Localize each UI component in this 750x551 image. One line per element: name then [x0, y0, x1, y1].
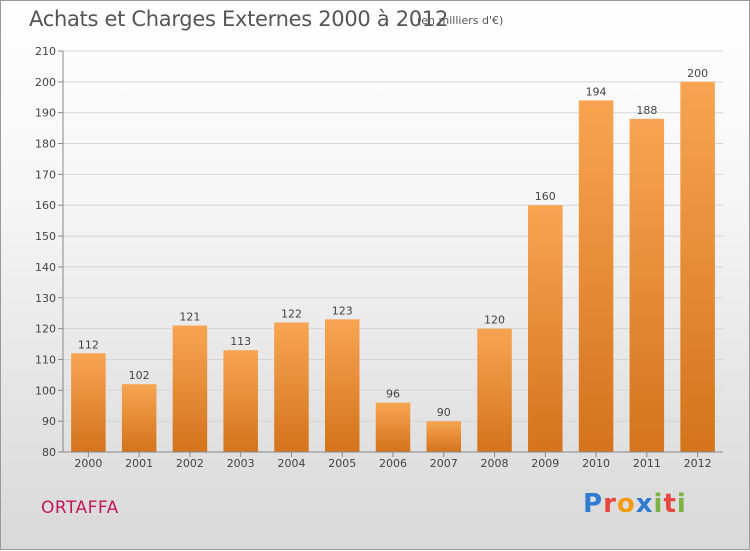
bar	[375, 402, 411, 452]
y-tick-label: 90	[42, 415, 56, 428]
data-label: 112	[78, 338, 99, 351]
bar	[121, 384, 157, 452]
x-tick-label: 2012	[684, 457, 712, 470]
y-tick-label: 170	[35, 168, 56, 181]
axes: 8090100110120130140150160170180190200210…	[35, 45, 723, 470]
x-tick-label: 2011	[633, 457, 661, 470]
x-tick-label: 2000	[74, 457, 102, 470]
chart-unit: (en milliers d'€)	[417, 14, 504, 27]
data-label: 96	[386, 388, 400, 401]
y-tick-label: 150	[35, 230, 56, 243]
y-tick-label: 200	[35, 76, 56, 89]
x-tick-label: 2009	[531, 457, 559, 470]
logo-letter: o	[616, 489, 636, 519]
y-tick-label: 80	[42, 446, 56, 459]
logo-letter: x	[635, 489, 654, 519]
bar	[71, 353, 106, 452]
y-tick-label: 190	[35, 107, 56, 120]
data-label: 102	[129, 369, 150, 382]
x-tick-label: 2002	[176, 457, 204, 470]
logo-letter: i	[653, 489, 664, 519]
x-tick-label: 2005	[328, 457, 356, 470]
bar	[680, 81, 715, 452]
bar	[324, 319, 360, 452]
x-tick-label: 2010	[582, 457, 610, 470]
data-label: 194	[586, 85, 607, 98]
x-tick-label: 2007	[430, 457, 458, 470]
bar	[426, 421, 462, 452]
y-tick-label: 160	[35, 199, 56, 212]
data-label: 188	[636, 104, 657, 117]
place-name: ORTAFFA	[41, 498, 119, 518]
x-tick-label: 2008	[481, 457, 509, 470]
logo-letter: P	[583, 489, 604, 519]
logo-letter: i	[676, 489, 687, 519]
y-tick-label: 110	[35, 353, 56, 366]
bar	[274, 322, 309, 452]
logo-letter: r	[603, 489, 617, 519]
bar	[578, 100, 614, 452]
chart-title: Achats et Charges Externes 2000 à 2012	[29, 7, 449, 31]
data-label: 113	[230, 335, 251, 348]
bar-series: 112 102 121 113 122 123 96 90 120 160 194 188 200	[71, 67, 715, 452]
data-label: 90	[437, 406, 451, 419]
x-tick-label: 2003	[227, 457, 255, 470]
bar	[528, 205, 563, 452]
bar	[477, 328, 512, 452]
data-label: 121	[179, 311, 200, 324]
y-tick-label: 130	[35, 292, 56, 305]
logo-letter: t	[663, 489, 677, 519]
data-label: 200	[687, 67, 708, 80]
y-tick-label: 180	[35, 138, 56, 151]
y-tick-label: 210	[35, 45, 56, 58]
bar	[629, 118, 665, 452]
bar	[172, 325, 208, 452]
data-label: 120	[484, 314, 505, 327]
data-label: 122	[281, 307, 302, 320]
y-tick-label: 100	[35, 384, 56, 397]
bar	[223, 350, 258, 452]
y-tick-label: 140	[35, 261, 56, 274]
x-tick-label: 2006	[379, 457, 407, 470]
data-label: 123	[332, 304, 353, 317]
x-tick-label: 2004	[277, 457, 305, 470]
data-label: 160	[535, 190, 556, 203]
proxiti-logo: Proxiti	[583, 489, 687, 519]
y-tick-label: 120	[35, 323, 56, 336]
x-tick-label: 2001	[125, 457, 153, 470]
